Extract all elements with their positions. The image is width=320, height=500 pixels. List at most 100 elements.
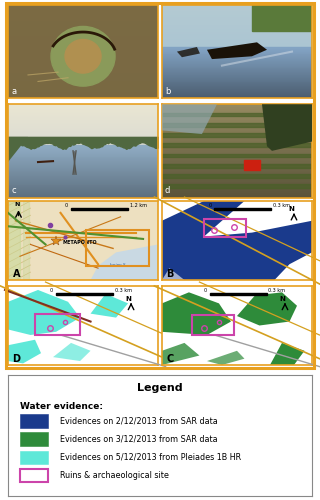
Bar [8, 122, 158, 123]
Bar [162, 74, 312, 75]
Bar [162, 28, 312, 29]
Bar [8, 94, 158, 98]
Bar [8, 134, 158, 135]
Bar [162, 168, 312, 170]
Bar [8, 164, 158, 165]
Bar [162, 184, 312, 188]
Bar [162, 121, 312, 123]
Bar [162, 82, 312, 84]
Text: 1.2 km: 1.2 km [130, 203, 147, 208]
Bar [162, 179, 312, 180]
Bar [8, 188, 158, 189]
Text: 0: 0 [65, 203, 68, 208]
Bar [162, 54, 312, 56]
Text: N: N [279, 296, 285, 302]
Bar [8, 130, 158, 132]
Bar [162, 138, 312, 140]
Bar [162, 63, 312, 64]
Bar [162, 47, 312, 48]
Bar [8, 24, 158, 28]
Bar [8, 178, 158, 179]
Bar [8, 196, 158, 198]
Bar [162, 94, 312, 96]
Bar [162, 45, 312, 46]
Bar [8, 156, 158, 158]
Bar [162, 17, 312, 18]
Bar [35, 314, 80, 335]
Bar [8, 187, 158, 188]
Bar [210, 292, 267, 296]
Text: N: N [125, 296, 131, 302]
Bar [162, 61, 312, 62]
Bar [204, 219, 246, 236]
Bar [162, 30, 312, 31]
Bar [162, 48, 312, 49]
Text: METAPONTO: METAPONTO [62, 240, 97, 244]
Bar [162, 46, 312, 47]
Bar [162, 29, 312, 30]
Bar [8, 118, 158, 119]
Bar [162, 194, 312, 196]
Bar [162, 196, 312, 198]
Bar [162, 154, 312, 156]
Bar [162, 126, 312, 128]
Polygon shape [275, 252, 312, 280]
Text: c: c [11, 186, 16, 195]
Bar [162, 186, 312, 188]
Bar [162, 33, 312, 34]
Bar [8, 8, 158, 12]
Bar [162, 175, 312, 177]
Bar [8, 110, 158, 111]
FancyBboxPatch shape [20, 469, 48, 482]
Bar [8, 87, 158, 91]
Bar [162, 140, 312, 141]
Polygon shape [207, 351, 244, 365]
Bar [8, 124, 158, 125]
Bar [8, 166, 158, 168]
Text: A: A [12, 269, 20, 279]
Bar [162, 19, 312, 20]
Text: B: B [166, 269, 174, 279]
Polygon shape [91, 294, 128, 318]
Bar [162, 57, 312, 58]
Polygon shape [162, 268, 184, 280]
Circle shape [51, 26, 115, 86]
Bar [8, 28, 158, 31]
Text: a: a [11, 86, 16, 96]
Text: N: N [14, 202, 20, 206]
Bar [162, 128, 312, 130]
Bar [162, 190, 312, 192]
Text: Water evidence:: Water evidence: [20, 402, 103, 410]
Bar [162, 133, 312, 137]
Bar [8, 175, 158, 176]
Bar [8, 84, 158, 87]
Bar [8, 193, 158, 194]
Bar [162, 73, 312, 74]
Text: 0.3 km: 0.3 km [273, 203, 290, 208]
Bar [8, 182, 158, 184]
Bar [8, 137, 158, 138]
Bar [162, 134, 312, 136]
Bar [8, 194, 158, 196]
Polygon shape [162, 343, 199, 365]
Bar [8, 144, 158, 146]
Bar [162, 21, 312, 22]
Bar [8, 120, 158, 121]
Bar [162, 182, 312, 184]
Bar [8, 12, 158, 16]
Bar [162, 104, 312, 106]
Bar [8, 35, 158, 38]
Bar [162, 144, 312, 147]
Bar [162, 112, 312, 114]
Bar [162, 12, 312, 14]
Bar [162, 31, 312, 32]
Bar [162, 188, 312, 190]
Bar [162, 119, 312, 121]
Bar [162, 38, 312, 40]
Bar [8, 190, 158, 191]
Bar [162, 59, 312, 60]
Bar [162, 72, 312, 73]
Bar [162, 144, 312, 146]
Bar [162, 158, 312, 160]
Bar [8, 106, 158, 107]
